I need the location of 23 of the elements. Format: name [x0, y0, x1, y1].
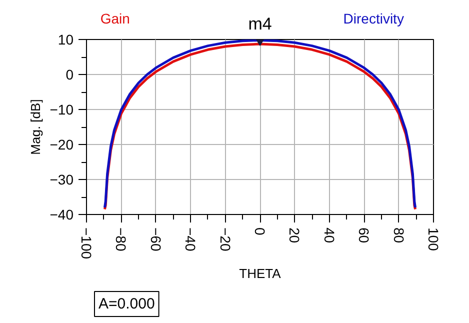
x-tick-label: 60	[356, 228, 372, 244]
x-tick-label: −40	[182, 228, 199, 252]
annotation: m4	[248, 14, 272, 34]
x-tick-label: 0	[252, 228, 268, 236]
x-tick-label: −100	[78, 228, 94, 260]
y-tick-label: 0	[66, 66, 74, 82]
x-tick-label: −20	[217, 228, 234, 252]
y-tick-label: −40	[50, 206, 74, 222]
x-tick-label: 80	[390, 228, 407, 244]
y-tick-label: 10	[58, 32, 74, 48]
y-tick-label: −20	[50, 136, 74, 152]
x-tick-label: 40	[321, 228, 338, 244]
series-label: Directivity	[343, 10, 404, 27]
x-tick-label: 20	[286, 228, 303, 244]
x-axis-title: THETA	[239, 266, 282, 282]
x-tick-label: −60	[148, 228, 164, 252]
x-tick-label: −80	[113, 228, 130, 252]
y-tick-label: −10	[50, 102, 74, 118]
x-tick-label: 100	[426, 228, 442, 252]
y-tick-label: −30	[50, 172, 74, 188]
y-axis-title: Mag. [dB]	[28, 99, 43, 155]
text: A=0.000	[98, 296, 155, 312]
text: Gain	[100, 10, 130, 27]
